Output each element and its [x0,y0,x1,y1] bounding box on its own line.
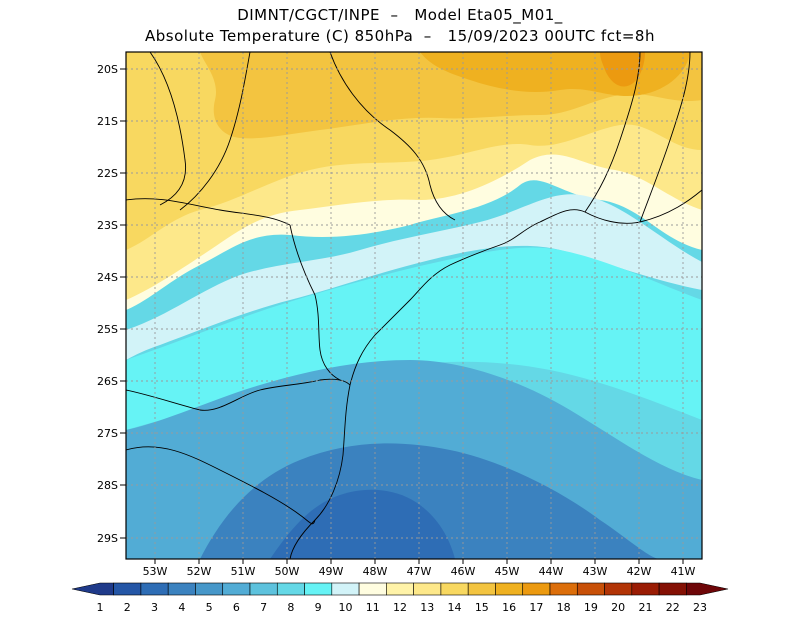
colorbar-segment [631,582,660,596]
colorbar-label: 17 [529,601,543,614]
map-frame [125,51,703,560]
region-deepest-blue [270,489,455,559]
colorbar-segment [276,582,305,596]
lon-label: 43W [583,565,608,578]
lon-label: 45W [495,565,520,578]
lat-label: 27S [97,427,118,440]
coastline [126,52,702,559]
colorbar-label: 16 [502,601,516,614]
colorbar-segment [467,582,496,596]
colorbar-segment [249,582,278,596]
lat-label: 20S [97,63,118,76]
lat-label: 24S [97,271,118,284]
colorbar-segment [686,582,729,596]
lon-label: 49W [319,565,344,578]
colorbar-label: 13 [420,601,434,614]
lon-label: 41W [671,565,696,578]
graticule [126,52,702,559]
colorbar-label: 2 [124,601,131,614]
lat-label: 25S [97,323,118,336]
colorbar-label: 3 [151,601,158,614]
lon-label: 42W [627,565,652,578]
colorbar-segment [331,582,360,596]
colorbar-segment [658,582,687,596]
lon-label: 44W [539,565,564,578]
colorbar-segment [522,582,551,596]
colorbar-label: 15 [475,601,489,614]
colorbar-segment [358,582,387,596]
colorbar-label: 5 [206,601,213,614]
colorbar-segment [140,582,169,596]
colorbar-segment [576,582,605,596]
colorbar-label: 12 [393,601,407,614]
colorbar-label: 14 [448,601,462,614]
colorbar-segment [549,582,578,596]
colorbar-label: 18 [557,601,571,614]
colorbar-segment [604,582,633,596]
lat-label: 22S [97,167,118,180]
lon-label: 50W [275,565,300,578]
colorbar-label: 7 [260,601,267,614]
lat-label: 23S [97,219,118,232]
colorbar-label: 20 [611,601,625,614]
colorbar-label: 8 [287,601,294,614]
colorbar-segment [440,582,469,596]
colorbar-label: 6 [233,601,240,614]
colorbar-segment [71,582,114,596]
lon-label: 51W [231,565,256,578]
lon-label: 53W [143,565,168,578]
lat-label: 21S [97,115,118,128]
colorbar-segment [222,582,251,596]
lat-label: 26S [97,375,118,388]
map-subtitle: Absolute Temperature (C) 850hPa – 15/09/… [145,27,655,45]
lat-label: 29S [97,532,118,545]
colorbar-label: 23 [693,601,707,614]
colorbar-segment [495,582,524,596]
transition-pale-cyan [126,194,702,360]
lon-label: 47W [407,565,432,578]
colorbar-label: 9 [315,601,322,614]
colorbar-label: 1 [97,601,104,614]
colorbar-segment [167,582,196,596]
colorbar-segment [195,582,224,596]
colorbar-label: 11 [366,601,380,614]
lon-label: 52W [187,565,212,578]
colorbar-segment [113,582,142,596]
colorbar-label: 10 [338,601,352,614]
colorbar-label: 19 [584,601,598,614]
map-title: DIMNT/CGCT/INPE – Model Eta05_M01_ [237,6,563,24]
lon-label: 48W [363,565,388,578]
lon-label: 46W [451,565,476,578]
colorbar-segment [413,582,442,596]
colorbar-label: 22 [666,601,680,614]
colorbar-label: 21 [638,601,652,614]
colorbar-segment [304,582,333,596]
lat-label: 28S [97,479,118,492]
colorbar-label: 4 [178,601,185,614]
colorbar-segment [386,582,414,596]
